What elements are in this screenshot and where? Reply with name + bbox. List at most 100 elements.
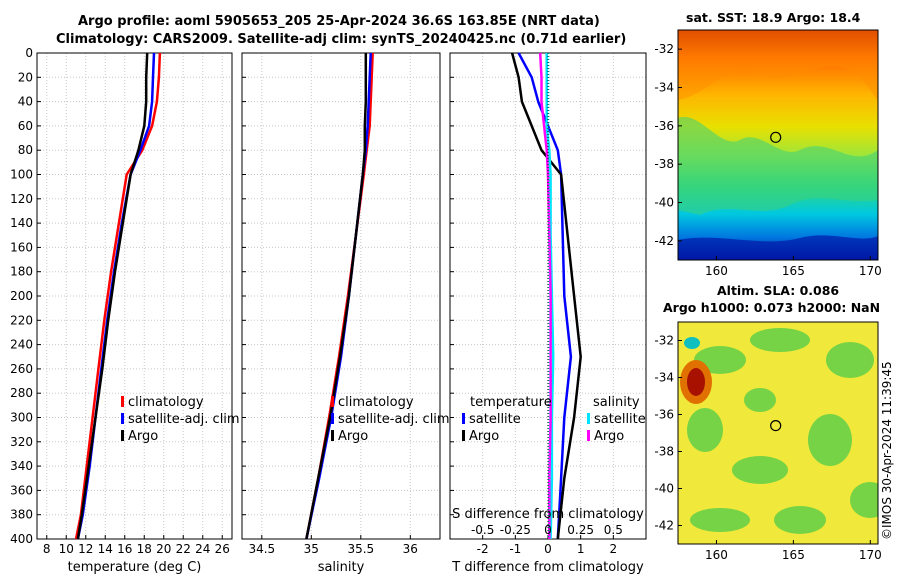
legend-label: Argo: [594, 429, 624, 444]
salinity-diff-axis-label: S difference from climatology: [452, 507, 644, 522]
y-tick-label: 260: [10, 362, 33, 376]
x-axis-label: T difference from climatology: [451, 560, 644, 575]
legend-swatch: [331, 396, 334, 407]
x-tick-label: 22: [176, 542, 191, 556]
x-tick-label: 8: [43, 542, 51, 556]
plot-title-line2: Climatology: CARS2009. Satellite-adj cli…: [56, 32, 627, 47]
x-tick-label: -1: [509, 542, 521, 556]
y-tick-label: 400: [10, 532, 33, 546]
map-y-tick-label: -38: [654, 157, 674, 171]
map-y-tick-label: -42: [654, 519, 674, 533]
map-x-tick-label: 170: [859, 264, 882, 278]
map-y-tick-label: -40: [654, 482, 674, 496]
legend-swatch: [331, 413, 334, 424]
y-tick-label: 40: [18, 95, 33, 109]
y-tick-label: 0: [25, 46, 33, 60]
y-tick-label: 60: [18, 119, 33, 133]
sst-heatmap: 160 165 170 -32 -34 -36 -38 -40 -42: [654, 29, 882, 278]
legend-label: climatology: [128, 395, 204, 410]
plot-title-line1: Argo profile: aoml 5905653_205 25-Apr-20…: [78, 14, 600, 29]
map-x-tick-label: 165: [782, 264, 805, 278]
sla-low-anomaly: [732, 456, 788, 484]
sst-map-title: sat. SST: 18.9 Argo: 18.4: [686, 10, 861, 25]
x-tick-label: 16: [117, 542, 132, 556]
sla-map-title-line1: Altim. SLA: 0.086: [717, 283, 840, 298]
x-tick-label: 36: [403, 542, 418, 556]
x-tick-label: 0: [544, 542, 552, 556]
x-tick-label: -2: [477, 542, 489, 556]
legend-swatch: [331, 430, 334, 441]
profile-panel-temperature-panel: 8 10 12 14 16 18 20 22 24 26 temperature (deg C) 0 2…: [10, 46, 240, 575]
y-tick-label: 100: [10, 168, 33, 182]
sla-low-anomaly: [850, 482, 878, 518]
y-tick-label: 300: [10, 411, 33, 425]
y-tick-label: 340: [10, 459, 33, 473]
sla-low-anomaly: [687, 408, 723, 452]
y-tick-label: 320: [10, 435, 33, 449]
series-line-s-satellite: [545, 53, 555, 540]
x-tick-label: 1: [577, 542, 585, 556]
map-y-tick-label: -36: [654, 119, 674, 133]
y-tick-label: 200: [10, 289, 33, 303]
map-y-tick-label: -34: [654, 81, 674, 95]
salinity-diff-tick-label: 0: [544, 523, 552, 537]
argo-position-marker: [770, 420, 782, 432]
y-tick-label: 120: [10, 192, 33, 206]
y-tick-label: 280: [10, 386, 33, 400]
sla-low-anomaly: [826, 342, 874, 378]
y-tick-label: 160: [10, 240, 33, 254]
sla-heatmap: 160 165 170 -32 -34 -36 -38 -40 -42: [654, 321, 882, 562]
salinity-diff-tick-label: -0.25: [500, 523, 531, 537]
legend-swatch: [121, 413, 124, 424]
map-x-tick-label: 160: [705, 548, 728, 562]
legend-label: Argo: [128, 429, 158, 444]
y-tick-label: 180: [10, 265, 33, 279]
legend-swatch: [587, 430, 590, 441]
x-tick-label: 34.5: [248, 542, 275, 556]
y-tick-label: 80: [18, 143, 33, 157]
legend-label: satellite-adj. clim: [338, 412, 450, 427]
sst-cold-water: [678, 235, 878, 260]
x-tick-label: 26: [215, 542, 230, 556]
legend-label: satellite: [594, 412, 646, 427]
x-tick-label: 10: [59, 542, 74, 556]
profile-panel-salinity-panel: 34.5 35 35.5 36 salinity climatology satellite…: [241, 52, 450, 575]
legend-swatch: [462, 430, 465, 441]
salinity-diff-tick-label: -0.5: [471, 523, 494, 537]
map-x-tick-label: 170: [859, 548, 882, 562]
x-tick-label: 35: [304, 542, 319, 556]
map-x-tick-label: 165: [782, 548, 805, 562]
x-tick-label: 12: [78, 542, 93, 556]
series-line-argo: [305, 53, 368, 540]
map-x-tick-label: 160: [705, 264, 728, 278]
map-y-tick-label: -32: [654, 334, 674, 348]
x-tick-label: 2: [610, 542, 618, 556]
sst-warm-cool-front: [678, 116, 878, 215]
legend-swatch: [462, 413, 465, 424]
map-y-tick-label: -36: [654, 408, 674, 422]
series-line-climatology: [74, 52, 162, 540]
map-y-tick-label: -34: [654, 371, 674, 385]
x-tick-label: 20: [156, 542, 171, 556]
sst-warm-water: [678, 30, 878, 100]
x-tick-label: 14: [98, 542, 113, 556]
series-line-t-satellite: [517, 52, 573, 540]
y-tick-label: 140: [10, 216, 33, 230]
x-axis-label: salinity: [318, 560, 365, 575]
map-y-tick-label: -40: [654, 196, 674, 210]
legend-swatch: [121, 396, 124, 407]
legend-swatch: [587, 413, 590, 424]
y-tick-label: 220: [10, 313, 33, 327]
series-line-s-argo: [538, 52, 552, 539]
map-y-tick-label: -32: [654, 42, 674, 56]
sst-field: [678, 30, 878, 260]
sla-low-anomaly-core: [684, 337, 700, 349]
x-tick-label: 24: [195, 542, 210, 556]
y-tick-label: 20: [18, 70, 33, 84]
profile-panel-difference-panel: -2 -1 0 1 2 T difference from climatology temp…: [449, 52, 647, 575]
legend-label: climatology: [338, 395, 414, 410]
legend-label: satellite: [469, 412, 521, 427]
sla-field: [678, 322, 878, 544]
sla-low-anomaly: [750, 328, 810, 352]
